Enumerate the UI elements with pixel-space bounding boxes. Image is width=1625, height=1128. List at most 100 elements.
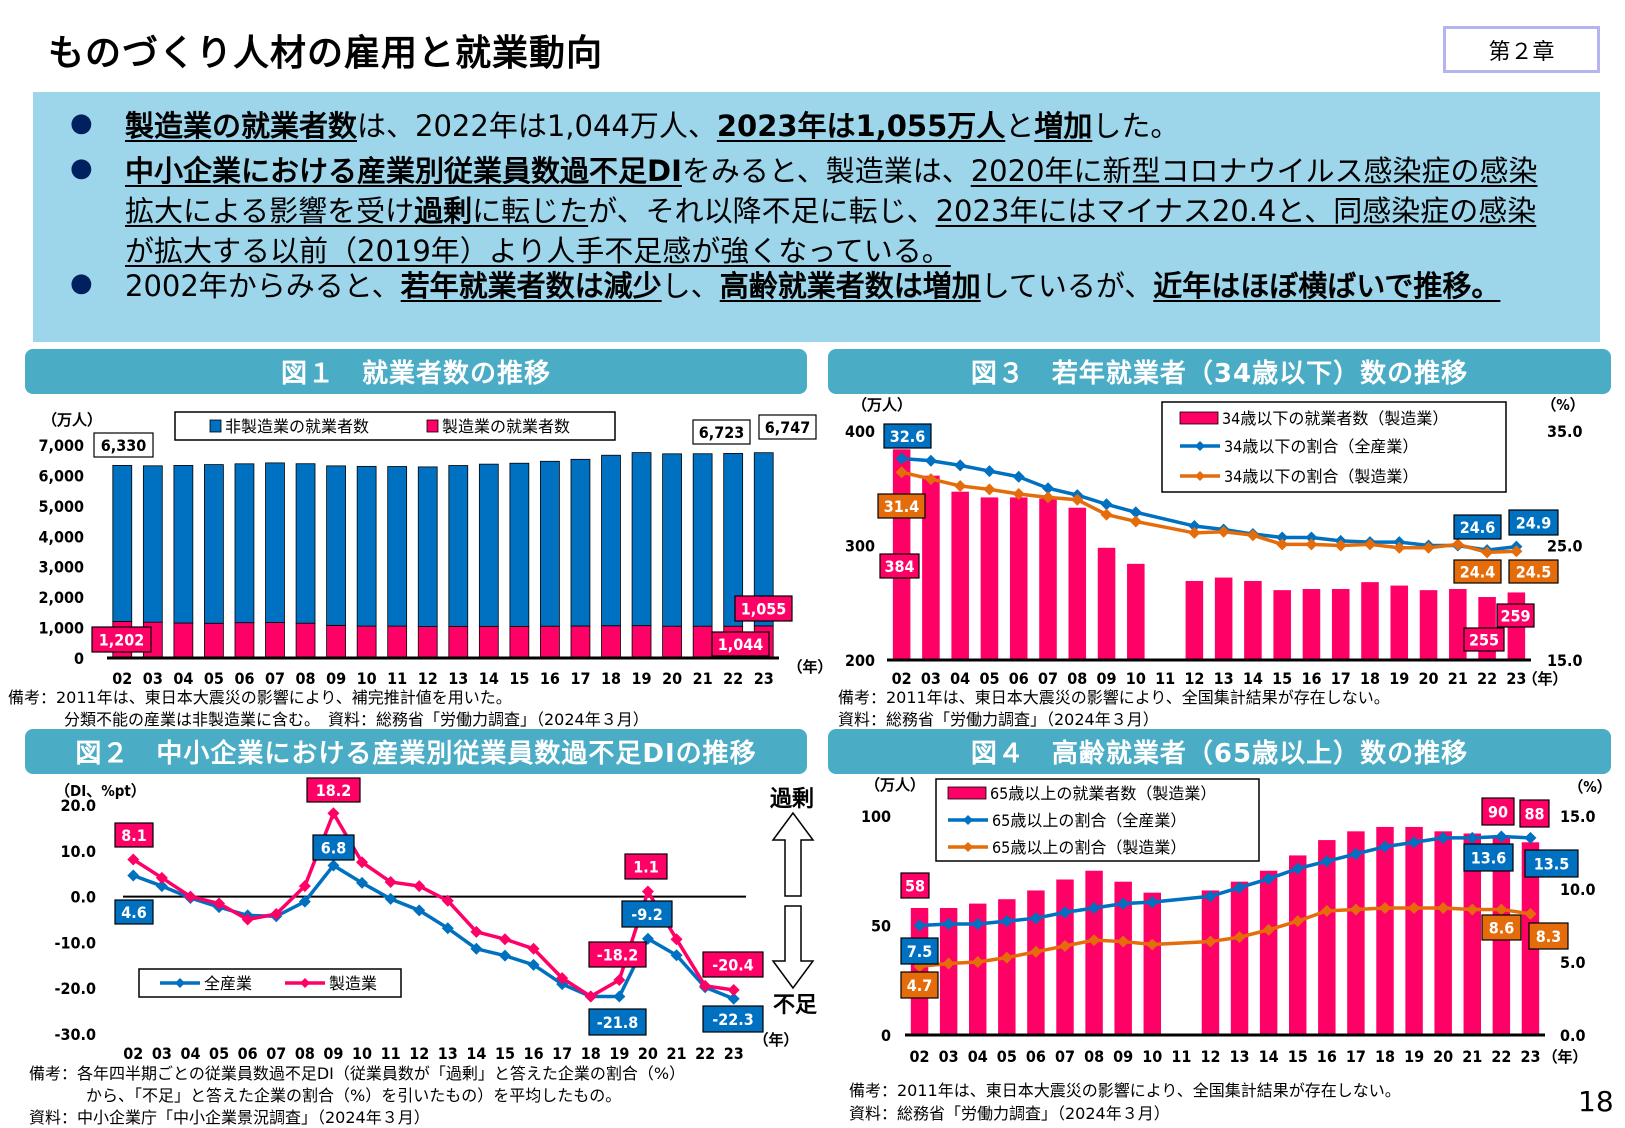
summary-segment: に転じた xyxy=(472,194,589,228)
y-tick-label: 400 xyxy=(845,422,875,441)
bar xyxy=(356,465,377,627)
figure2-header: 図２ 中小企業における産業別従業員数過不足DIの推移 xyxy=(25,729,807,774)
data-label-box xyxy=(1524,849,1579,878)
bar xyxy=(448,465,469,627)
y-axis-unit: （DI、%pt） xyxy=(55,782,146,800)
point-marker xyxy=(1059,939,1071,952)
chapter-badge: 第２章 xyxy=(1443,26,1600,73)
point-marker xyxy=(1334,539,1347,552)
point-marker xyxy=(470,942,483,955)
legend-box xyxy=(935,778,1260,862)
data-label-box xyxy=(1481,914,1522,941)
data-label-box xyxy=(312,834,355,861)
x-tick-label: 09 xyxy=(323,1044,343,1063)
x-axis-unit: （年） xyxy=(1522,670,1567,688)
bar xyxy=(1361,582,1379,660)
bar xyxy=(1009,497,1028,660)
x-tick-label: 20 xyxy=(638,1044,658,1063)
bar xyxy=(1244,580,1262,660)
bar xyxy=(356,625,377,659)
x-tick-label: 02 xyxy=(910,1047,930,1066)
bar xyxy=(1463,833,1481,1035)
y-tick-label: 50 xyxy=(871,917,891,936)
bar xyxy=(142,465,163,623)
point-marker xyxy=(983,465,996,478)
bar xyxy=(1376,826,1394,1035)
x-tick-label: 05 xyxy=(204,669,224,688)
legend-swatch xyxy=(947,786,987,800)
point-marker xyxy=(1320,855,1333,868)
data-label-box xyxy=(624,853,668,880)
bar xyxy=(478,625,499,659)
bar xyxy=(540,625,560,659)
x-tick-label: 09 xyxy=(1097,669,1117,688)
series-line xyxy=(132,809,734,999)
bar xyxy=(601,625,621,659)
summary-line: 製造業の就業者数は、2022年は1,044万人、2023年は1,055万人と増加… xyxy=(125,106,1565,146)
point-marker xyxy=(1188,520,1201,533)
x-tick-label: 21 xyxy=(693,669,713,688)
data-label: 8.1 xyxy=(121,826,147,845)
summary-box xyxy=(33,92,1600,342)
x-tick-label: 19 xyxy=(1404,1047,1424,1066)
summary-segment: 2023年は1,055万人 xyxy=(716,109,1006,143)
figure1-header: 図１ 就業者数の推移 xyxy=(25,349,807,394)
x-tick-label: 23 xyxy=(1506,669,1526,688)
bar xyxy=(295,463,316,624)
point-marker xyxy=(1012,470,1025,483)
point-marker xyxy=(527,942,540,955)
legend-label: 34歳以下の就業者数（製造業） xyxy=(1222,409,1448,428)
point-marker xyxy=(413,880,426,893)
point-marker xyxy=(1129,515,1142,528)
x-tick-label: 23 xyxy=(754,669,774,688)
x-tick-label: 21 xyxy=(1462,1047,1482,1066)
point-marker xyxy=(155,880,168,893)
x-tick-label: 15 xyxy=(495,1044,515,1063)
point-marker xyxy=(1042,482,1054,495)
figure2-source: 資料：中小企業庁「中小企業景況調査」（2024年３月） xyxy=(29,1108,430,1127)
bar xyxy=(969,903,987,1035)
point-marker xyxy=(1510,545,1523,558)
bar xyxy=(417,466,438,627)
legend-label: 製造業 xyxy=(329,974,377,993)
data-label-box xyxy=(879,553,920,579)
bullet-icon: ● xyxy=(70,268,93,298)
data-label: 32.6 xyxy=(890,427,926,446)
y-tick-label: 5,000 xyxy=(38,497,84,516)
x-tick-label: 17 xyxy=(570,669,590,688)
data-label-box xyxy=(1508,559,1559,584)
point-marker xyxy=(1088,901,1101,914)
x-tick-label: 16 xyxy=(1317,1047,1337,1066)
x-tick-label: 07 xyxy=(1055,1047,1075,1066)
data-label-box xyxy=(1481,797,1515,826)
x-tick-label: 22 xyxy=(1491,1047,1511,1066)
point-marker xyxy=(942,918,955,931)
point-marker xyxy=(1466,903,1479,916)
x-tick-label: 18 xyxy=(581,1044,601,1063)
bar xyxy=(753,452,774,627)
surplus-label: 過剰 xyxy=(770,786,814,812)
bar xyxy=(570,458,591,627)
figure2-note-cont: から、「不足」と答えた企業の割合（%）を引いたもの）を平均したもの。 xyxy=(86,1086,622,1105)
point-marker xyxy=(327,859,340,872)
point-marker xyxy=(1379,840,1391,853)
x-tick-label: 19 xyxy=(1389,669,1409,688)
x-tick-label: 14 xyxy=(479,669,499,688)
point-marker xyxy=(1029,912,1042,925)
x-tick-label: 03 xyxy=(939,1047,959,1066)
x-tick-label: 20 xyxy=(1433,1047,1453,1066)
point-marker xyxy=(1305,531,1318,544)
x-tick-label: 19 xyxy=(609,1044,629,1063)
bar xyxy=(1289,855,1307,1035)
x-tick-label: 13 xyxy=(438,1044,458,1063)
data-label: 1.1 xyxy=(633,858,659,877)
summary-segment: 2020年に新型コロナウイルス感染症の感染拡大による影響を受け xyxy=(125,154,1538,228)
point-marker xyxy=(498,933,511,946)
y2-tick-label: 15.0 xyxy=(1560,807,1596,826)
y-tick-label: 0 xyxy=(74,649,84,668)
x-tick-label: 11 xyxy=(381,1044,401,1063)
bar xyxy=(1214,577,1233,660)
point-marker xyxy=(1100,498,1113,511)
point-marker xyxy=(670,949,683,962)
x-tick-label: 06 xyxy=(1026,1047,1046,1066)
